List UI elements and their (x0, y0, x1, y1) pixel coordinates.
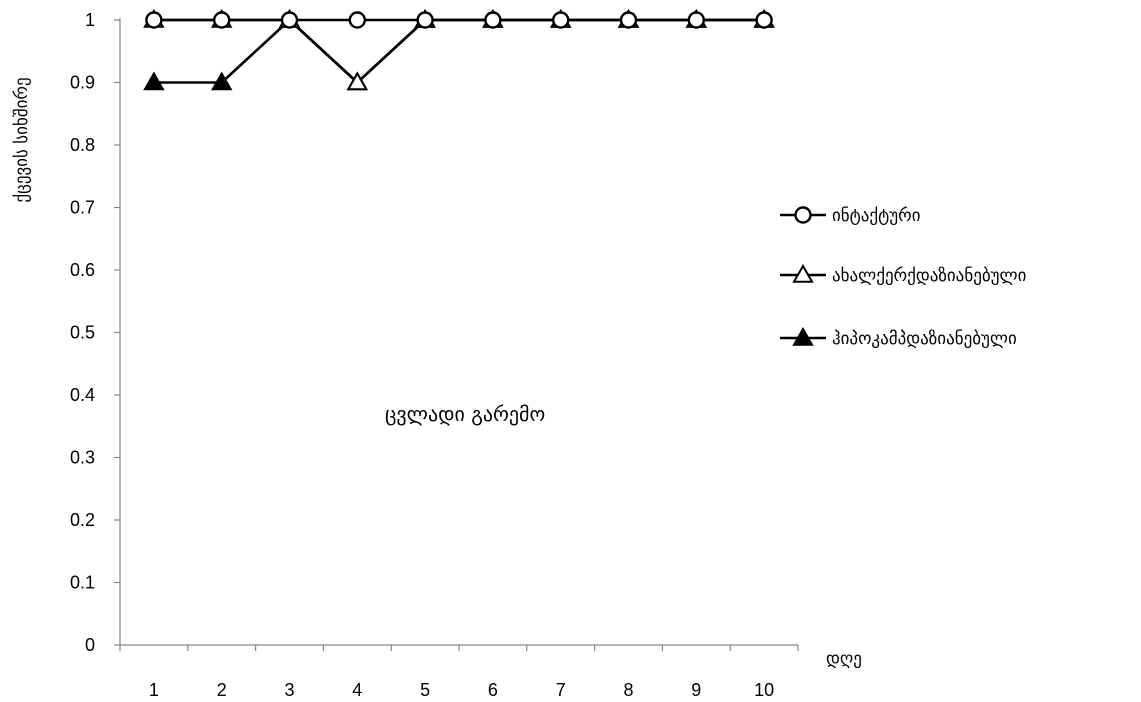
legend-marker (792, 263, 814, 283)
y-tick-label: 0.3 (70, 448, 95, 468)
data-point (346, 71, 369, 91)
series-2 (153, 18, 765, 84)
y-axis-ticks: 0 0.1 0.2 0.3 0.4 0.5 0.6 0.7 0.8 0.9 1 (70, 10, 120, 655)
x-tick-label: 4 (352, 680, 362, 700)
data-point (348, 11, 366, 29)
legend-label: ინტაქტური (832, 206, 921, 226)
series-2-points (143, 8, 775, 91)
legend-label: ახალქერქდაზიანებული (832, 266, 1026, 286)
data-point (416, 11, 434, 29)
x-axis-ticks: 1 2 3 4 5 6 7 8 9 10 (119, 645, 799, 700)
x-axis-title: დღე (826, 649, 862, 669)
series-line (153, 18, 765, 84)
legend-label: ჰიპოკამპდაზიანებული (832, 329, 1017, 349)
legend-marker (792, 326, 814, 346)
data-point (212, 11, 231, 29)
series-layer (143, 8, 775, 91)
series-3 (153, 18, 765, 84)
data-point (755, 11, 773, 29)
y-tick-label: 0.4 (70, 385, 95, 405)
y-tick-label: 1 (85, 10, 95, 30)
chart-annotation: ცვლადი გარემო (385, 402, 545, 426)
legend-item: ინტაქტური (780, 206, 921, 226)
legend: ინტაქტური ახალქერქდაზიანებული ჰიპოკამპდაზი… (780, 206, 1026, 349)
data-point (552, 11, 570, 29)
y-tick-label: 0 (85, 635, 95, 655)
series-line (153, 18, 765, 84)
x-tick-label: 7 (556, 680, 566, 700)
data-point (210, 71, 233, 91)
data-point (280, 11, 299, 29)
legend-marker (794, 206, 812, 224)
y-tick-label: 0.9 (70, 73, 95, 93)
x-tick-label: 8 (623, 680, 633, 700)
y-tick-label: 0.1 (70, 573, 95, 593)
data-point (687, 11, 705, 29)
y-axis-title: ქცევის სიხშირე (12, 77, 32, 202)
series-1-points (145, 11, 773, 29)
y-tick-label: 0.7 (70, 198, 95, 218)
x-tick-label: 9 (691, 680, 701, 700)
x-tick-label: 10 (754, 680, 774, 700)
data-point (145, 11, 163, 29)
legend-item: ჰიპოკამპდაზიანებული (780, 326, 1017, 349)
data-point (484, 11, 502, 29)
x-tick-label: 1 (149, 680, 159, 700)
legend-item: ახალქერქდაზიანებული (780, 263, 1026, 286)
x-tick-label: 2 (217, 680, 227, 700)
y-tick-label: 0.2 (70, 510, 95, 530)
y-tick-label: 0.8 (70, 135, 95, 155)
y-tick-label: 0.5 (70, 323, 95, 343)
x-tick-label: 6 (488, 680, 498, 700)
series-3-points (143, 8, 775, 91)
x-tick-label: 5 (420, 680, 430, 700)
y-tick-label: 0.6 (70, 260, 95, 280)
data-point (619, 11, 638, 29)
axes (119, 18, 798, 646)
data-point (143, 71, 165, 91)
x-tick-label: 3 (284, 680, 294, 700)
